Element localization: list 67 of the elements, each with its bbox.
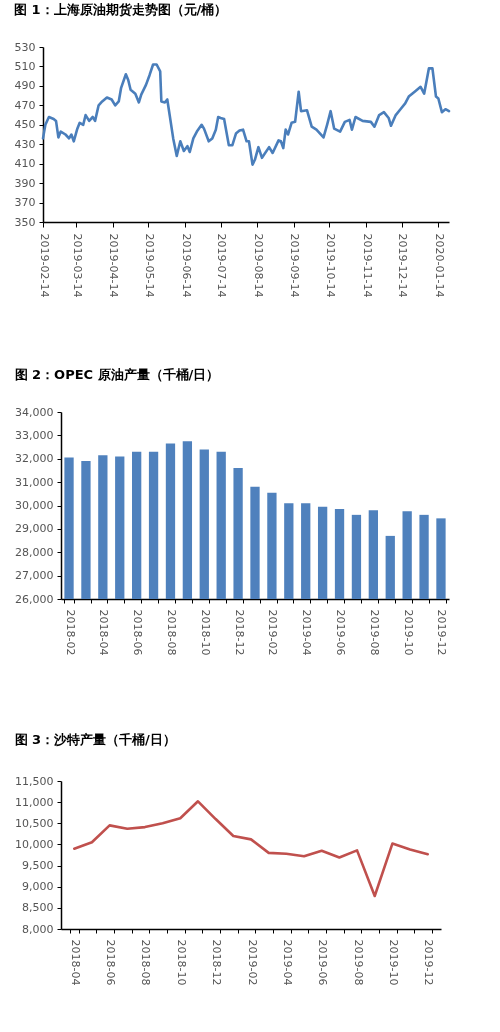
x-tick-label: 2019-10 <box>386 939 400 986</box>
x-tick-label: 2019-12 <box>435 609 449 656</box>
y-tick-label: 450 <box>14 118 36 132</box>
x-tick-label: 2019-07-14 <box>215 233 229 298</box>
y-tick-label: 9,000 <box>22 880 54 894</box>
y-tick-label: 30,000 <box>15 499 54 512</box>
x-tick-label: 2018-08 <box>139 939 153 986</box>
x-tick-label: 2019-02-14 <box>37 233 51 298</box>
x-tick-label: 2019-04-14 <box>107 233 121 298</box>
x-tick-label: 2019-04 <box>300 609 314 656</box>
y-tick-label: 11,500 <box>15 774 54 788</box>
x-tick-label: 2019-03-14 <box>70 233 84 298</box>
x-tick-label: 2018-12 <box>232 609 246 656</box>
chart-title: 图 2：OPEC 原油产量（千桶/日） <box>14 367 220 382</box>
x-tick-label: 2019-09-14 <box>288 233 302 298</box>
y-tick-label: 33,000 <box>15 428 54 442</box>
y-tick-label: 26,000 <box>15 592 54 606</box>
x-tick-label: 2018-10 <box>198 609 212 656</box>
y-tick-label: 530 <box>14 40 36 54</box>
x-tick-label: 2019-08 <box>351 939 365 986</box>
y-tick-label: 27,000 <box>15 569 54 583</box>
y-tick-label: 11,000 <box>15 795 54 809</box>
x-tick-label: 2018-08 <box>164 609 178 656</box>
y-tick-label: 490 <box>14 79 36 93</box>
x-tick-label: 2018-06 <box>104 939 118 986</box>
y-tick-label: 10,000 <box>15 837 54 851</box>
x-tick-label: 2019-02 <box>245 939 259 986</box>
x-tick-label: 2019-05-14 <box>142 233 156 298</box>
x-tick-label: 2018-04 <box>97 609 111 656</box>
x-tick-label: 2018-12 <box>210 939 224 986</box>
y-tick-label: 31,000 <box>15 475 54 489</box>
x-tick-label: 2018-06 <box>131 609 145 656</box>
x-tick-label: 2020-01-14 <box>432 233 446 298</box>
y-tick-label: 430 <box>14 137 36 151</box>
x-tick-label: 2019-04 <box>280 939 294 986</box>
y-tick-label: 10,500 <box>15 816 54 830</box>
y-tick-label: 350 <box>14 215 36 229</box>
line-series <box>41 63 451 166</box>
y-tick-label: 8,500 <box>22 901 54 915</box>
x-tick-label: 2019-10-14 <box>323 233 337 298</box>
x-tick-label: 2019-06-14 <box>179 233 193 298</box>
y-tick-label: 510 <box>14 59 36 73</box>
y-tick-label: 29,000 <box>15 522 54 536</box>
y-tick-label: 370 <box>14 196 36 210</box>
y-tick-label: 8,000 <box>22 922 54 936</box>
x-tick-label: 2018-02 <box>63 609 77 656</box>
x-tick-label: 2019-02 <box>266 609 280 656</box>
x-tick-label: 2019-08-14 <box>251 233 265 298</box>
y-tick-label: 28,000 <box>15 545 54 559</box>
y-tick-label: 390 <box>14 176 36 190</box>
y-tick-label: 32,000 <box>15 452 54 466</box>
x-tick-label: 2019-06 <box>334 609 348 656</box>
x-tick-label: 2019-12-14 <box>396 233 410 298</box>
line-series <box>72 800 430 898</box>
y-tick-label: 470 <box>14 98 36 112</box>
x-tick-label: 2019-10 <box>401 609 415 656</box>
y-tick-label: 410 <box>14 157 36 171</box>
y-tick-label: 9,500 <box>22 859 54 873</box>
x-tick-label: 2019-06 <box>316 939 330 986</box>
x-tick-label: 2019-11-14 <box>360 233 374 298</box>
x-tick-label: 2019-08 <box>367 609 381 656</box>
x-tick-label: 2019-12 <box>422 939 436 986</box>
chart-title: 图 3：沙特产量（千桶/日） <box>14 732 176 747</box>
y-tick-label: 34,000 <box>15 405 54 419</box>
x-tick-label: 2018-10 <box>174 939 188 986</box>
chart-title: 图 1：上海原油期货走势图（元/桶） <box>14 2 228 17</box>
x-tick-label: 2018-04 <box>68 939 82 986</box>
